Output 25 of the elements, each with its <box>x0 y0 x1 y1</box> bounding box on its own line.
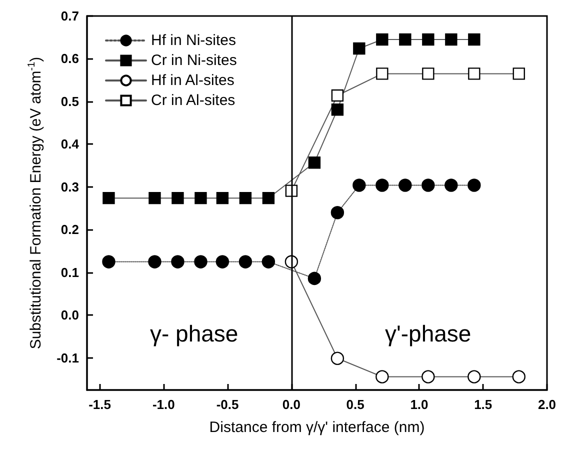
annotation: γ- phase <box>150 320 238 346</box>
annotation: γ'-phase <box>385 320 472 346</box>
x-tick-label: 1.0 <box>410 397 428 412</box>
legend-label: Hf in Al-sites <box>151 72 234 89</box>
x-axis-title: Distance from γ/γ' interface (nm) <box>209 419 425 436</box>
x-tick-label: -1.0 <box>152 397 175 412</box>
y-tick-label: 0.5 <box>60 94 79 109</box>
x-tick-label: -0.5 <box>216 397 239 412</box>
y-tick-label: 0.7 <box>60 8 79 24</box>
x-tick-label: 0.0 <box>282 397 300 412</box>
y-tick-label: 0.4 <box>60 136 80 152</box>
y-tick-label: 0.1 <box>60 264 79 280</box>
legend-label: Cr in Ni-sites <box>151 52 237 69</box>
y-tick-label: 0.3 <box>60 179 79 194</box>
x-tick-label: 2.0 <box>538 397 556 412</box>
legend-label: Cr in Al-sites <box>151 92 236 109</box>
x-tick-label: 0.5 <box>346 397 364 412</box>
y-tick-label: 0.2 <box>60 222 79 238</box>
y-axis-title: Substitutional Formation Energy (eV atom-1) <box>26 56 44 350</box>
y-tick-label: 0.6 <box>60 51 79 66</box>
x-tick-label: -1.5 <box>88 397 111 412</box>
y-tick-label: -0.1 <box>56 350 79 366</box>
y-tick-label: 0.0 <box>60 308 79 323</box>
legend-label: Hf in Ni-sites <box>151 32 236 49</box>
x-tick-label: 1.5 <box>474 397 492 412</box>
